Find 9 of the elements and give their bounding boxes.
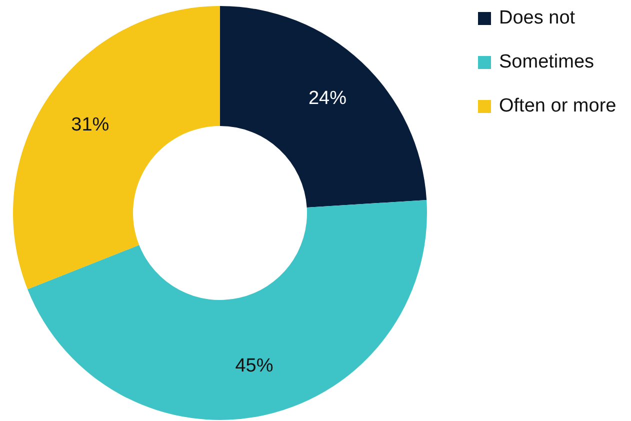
data-label: 24%: [308, 88, 347, 110]
donut-slice: [13, 6, 220, 290]
legend-label: Does not: [499, 8, 576, 28]
donut-slice: [220, 6, 427, 208]
legend-label: Often or more: [499, 96, 616, 116]
data-label: 31%: [71, 114, 110, 136]
donut-slice: [28, 200, 427, 420]
legend-label: Sometimes: [499, 52, 594, 72]
data-label: 45%: [235, 356, 274, 377]
